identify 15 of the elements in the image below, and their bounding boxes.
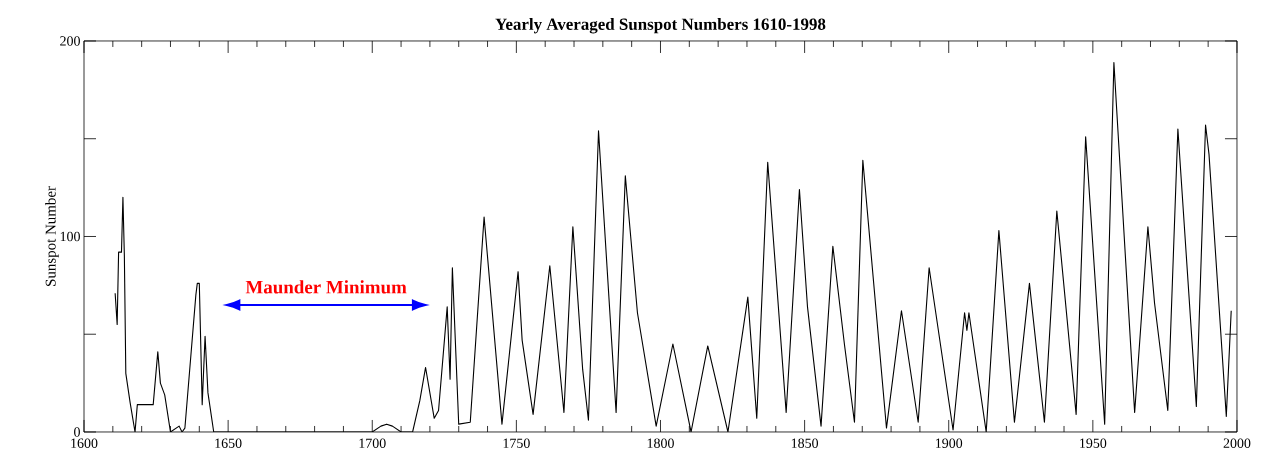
x-tick-label: 1600 [71, 438, 98, 448]
y-tick-label: 100 [60, 231, 80, 242]
y-axis-title: Sunspot Number [45, 186, 59, 286]
x-tick-label: 1850 [791, 438, 819, 448]
y-tick-label: 0 [74, 427, 80, 437]
x-tick-label: 1800 [647, 438, 674, 448]
y-tick-label: 200 [60, 36, 80, 46]
x-tick-label: 1950 [1080, 438, 1107, 448]
x-tick-label: 1900 [936, 438, 963, 448]
x-tick-label: 1700 [359, 438, 386, 448]
x-tick-label: 1650 [215, 438, 242, 448]
chart-title: Yearly Averaged Sunspot Numbers 1610-1998 [495, 18, 826, 34]
x-tick-label: 2000 [1223, 438, 1251, 448]
annotation: Maunder Minimum [245, 280, 407, 294]
x-tick-label: 1750 [503, 438, 530, 448]
